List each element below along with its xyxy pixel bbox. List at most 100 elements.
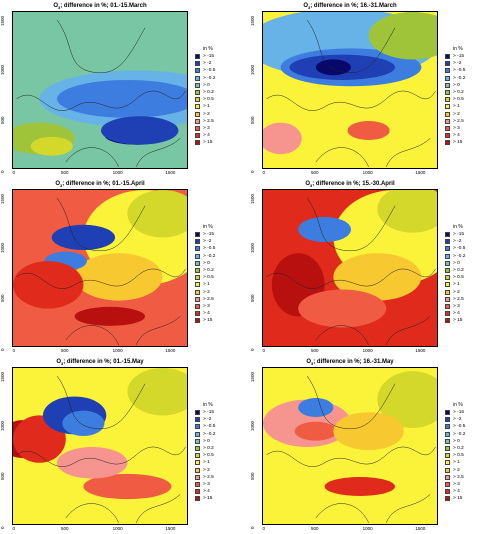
legend-label: > 0.2 <box>203 90 214 96</box>
legend-label: > 4 <box>203 133 210 139</box>
legend-label: > 15 <box>203 496 213 502</box>
legend-swatch <box>195 97 200 103</box>
legend-label: > -0.2 <box>453 75 466 81</box>
legend-item: > 15 <box>445 495 497 502</box>
legend-swatch <box>195 90 200 96</box>
legend-swatch <box>445 453 450 459</box>
legend-item: > 0.5 <box>445 96 497 103</box>
legend-item: > -2 <box>445 238 497 245</box>
title-prefix: O <box>56 359 62 365</box>
legend-item: > 15 <box>445 317 497 324</box>
panel-title: O3; difference in %; 16.-31.March <box>262 3 438 10</box>
legend-label: > -15 <box>203 232 215 238</box>
legend-label: > 2.5 <box>203 474 214 480</box>
legend-swatch <box>445 446 450 452</box>
legend-label: > 3 <box>453 303 460 309</box>
legend-item: > 2.5 <box>195 474 247 481</box>
legend-swatch <box>445 417 450 423</box>
x-tick-label: 1500 <box>165 170 176 175</box>
x-tick-label: 500 <box>311 348 319 353</box>
legend-item: > 3 <box>445 303 497 310</box>
title-prefix: O <box>55 181 61 187</box>
value-region <box>51 224 116 251</box>
legend-item: > 0.2 <box>445 445 497 452</box>
x-tick-label: 1500 <box>415 526 426 531</box>
legend-title: in % <box>453 224 463 230</box>
title-subscript: 3 <box>60 183 63 189</box>
legend-item: > 3 <box>195 481 247 488</box>
legend-item: > 1 <box>445 281 497 288</box>
legend-label: > 0.5 <box>453 275 464 281</box>
legend-label: > -0.5 <box>203 246 216 252</box>
legend-label: > 3 <box>203 481 210 487</box>
legend-swatch <box>445 97 450 103</box>
panel-title: O3; difference in %; 01.-15.May <box>12 359 188 366</box>
legend-swatch <box>445 289 450 295</box>
value-region <box>83 473 172 500</box>
legend-item: > -2 <box>445 416 497 423</box>
legend-label: > -15 <box>203 54 215 60</box>
x-tick-label: 1000 <box>362 170 373 175</box>
legend-swatch <box>195 417 200 423</box>
legend-item: > 0.5 <box>195 274 247 281</box>
x-tick-label: 1500 <box>415 348 426 353</box>
legend-label: > 0.2 <box>203 268 214 274</box>
legend-swatch <box>445 140 450 146</box>
value-region <box>333 412 404 451</box>
legend-swatch <box>445 82 450 88</box>
legend-item: > 2 <box>195 467 247 474</box>
panel-title: O3; difference in %; 01.-15.March <box>12 3 188 10</box>
legend-label: > 2 <box>453 111 460 117</box>
legend-item: > 0 <box>195 438 247 445</box>
legend-title: in % <box>453 402 463 408</box>
legend-item: > 0 <box>195 260 247 267</box>
title-subscript: 3 <box>308 5 311 11</box>
y-tick-label: 1000 <box>0 243 5 254</box>
legend-label: > 0.5 <box>453 453 464 459</box>
legend-label: > -15 <box>453 410 465 416</box>
panel-title: O3; difference in %; 15.-30.April <box>262 181 438 188</box>
map-panel: O3; difference in %; 15.-30.April 0 500 100… <box>250 178 500 356</box>
value-region <box>30 136 73 156</box>
legend-swatch <box>195 474 200 480</box>
legend-swatch <box>195 303 200 309</box>
legend-swatch <box>195 118 200 124</box>
difference-map <box>262 189 438 347</box>
legend-swatch <box>445 296 450 302</box>
legend-item: > 0 <box>445 82 497 89</box>
y-tick-label: 1500 <box>250 194 255 205</box>
y-tick-label: 0 <box>0 526 5 530</box>
legend-item: > 4 <box>195 310 247 317</box>
legend-label: > 3 <box>453 125 460 131</box>
legend-swatch <box>195 489 200 495</box>
y-tick-label: 500 <box>0 472 5 481</box>
x-tick-label: 0 <box>262 348 266 353</box>
legend-label: > 4 <box>203 489 210 495</box>
legend-swatch <box>195 111 200 117</box>
value-region <box>324 477 395 496</box>
legend-item: > 3 <box>195 125 247 132</box>
coastline <box>266 268 436 289</box>
legend-swatch <box>195 246 200 252</box>
legend-item: > 2.5 <box>195 296 247 303</box>
legend-label: > 1 <box>453 460 460 466</box>
coastline <box>306 19 396 74</box>
legend-item: > 4 <box>445 132 497 139</box>
legend-item: > 0.2 <box>195 445 247 452</box>
value-region <box>368 12 437 60</box>
legend-label: > 0.2 <box>453 90 464 96</box>
legend-item: > -0.5 <box>195 245 247 252</box>
legend-label: > -0.2 <box>203 75 216 81</box>
legend-label: > 1 <box>203 282 210 288</box>
legend-item: > 2.5 <box>445 474 497 481</box>
x-tick-label: 1000 <box>362 348 373 353</box>
y-tick-label: 500 <box>250 116 255 125</box>
legend-label: > -15 <box>453 54 465 60</box>
legend-swatch <box>195 467 200 473</box>
legend-label: > -2 <box>453 239 462 245</box>
legend-swatch <box>445 481 450 487</box>
x-tick-label: 500 <box>311 526 319 531</box>
coastline <box>266 446 436 467</box>
legend-swatch <box>195 446 200 452</box>
legend-item: > -15 <box>195 53 247 60</box>
